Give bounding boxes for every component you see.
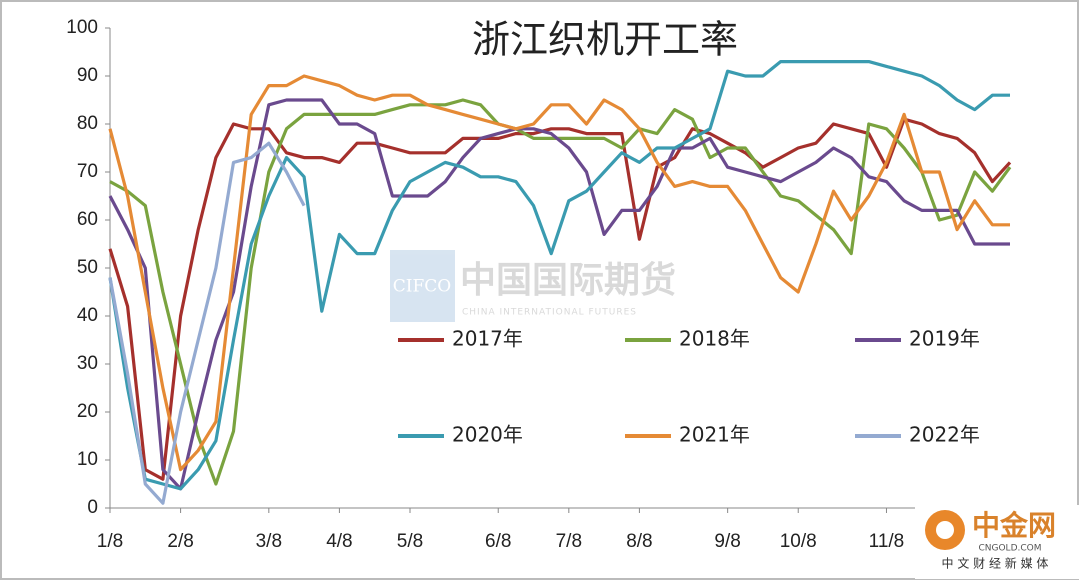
chart-title: 浙江织机开工率 — [472, 18, 738, 62]
y-tick-label: 50 — [77, 257, 98, 278]
plot: 0 10 20 30 40 50 60 70 80 90 100 1/8 2/8 3/8 4/8 5/8 6/8… — [66, 17, 1012, 552]
y-tick-label: 90 — [77, 65, 98, 86]
y-tick-label: 20 — [77, 401, 98, 422]
legend-label: 2017年 — [452, 327, 523, 351]
series-line — [108, 141, 306, 505]
y-tick-label: 80 — [77, 113, 98, 134]
x-tick-label: 6/8 — [485, 531, 511, 552]
y-tick-label: 40 — [77, 305, 98, 326]
y-tick-label: 0 — [87, 497, 98, 518]
y-tick-label: 10 — [77, 449, 98, 470]
legend-item: 2018年 — [625, 327, 750, 351]
y-tick-label: 100 — [66, 17, 98, 38]
site-logo: 中金网 CNGOLD.COM 中 文 财 经 新 媒 体 — [915, 505, 1080, 579]
x-tick-label: 11/8 — [869, 531, 905, 552]
watermark-logo: CIFCO — [393, 277, 451, 297]
x-tick-label: 2/8 — [167, 531, 193, 552]
legend-item: 2020年 — [398, 423, 523, 447]
legend-label: 2019年 — [909, 327, 980, 351]
series-line — [108, 98, 1010, 491]
y-tick-label: 70 — [77, 161, 98, 182]
legend-item: 2021年 — [625, 423, 750, 447]
legend-label: 2020年 — [452, 423, 523, 447]
x-tick-label: 5/8 — [397, 531, 423, 552]
series-line — [108, 60, 1010, 491]
logo-url: CNGOLD.COM — [978, 544, 1041, 554]
legend-item: 2019年 — [855, 327, 980, 351]
series-line — [108, 74, 1010, 472]
legend-label: 2018年 — [679, 327, 750, 351]
x-tick-label: 10/8 — [780, 531, 817, 552]
logo-slogan: 中 文 财 经 新 媒 体 — [942, 556, 1049, 571]
x-tick-label: 4/8 — [326, 531, 352, 552]
legend-label: 2021年 — [679, 423, 750, 447]
x-tick-label: 8/8 — [626, 531, 652, 552]
series-line — [108, 117, 1012, 481]
logo-name: 中金网 — [972, 509, 1056, 542]
legend-label: 2022年 — [909, 423, 980, 447]
legend-item: 2017年 — [398, 327, 523, 351]
x-tick-label: 1/8 — [97, 531, 123, 552]
watermark: CIFCO 中国国际期货 CHINA INTERNATIONAL FUTURES — [390, 250, 676, 322]
watermark-box — [390, 250, 455, 322]
y-tick-label: 60 — [77, 209, 98, 230]
legend-item: 2022年 — [855, 423, 980, 447]
watermark-name: 中国国际期货 — [460, 260, 676, 301]
y-tick-label: 30 — [77, 353, 98, 374]
x-tick-label: 3/8 — [256, 531, 282, 552]
watermark-subtitle: CHINA INTERNATIONAL FUTURES — [462, 308, 637, 318]
x-tick-label: 9/8 — [714, 531, 740, 552]
logo-icon-inner — [936, 521, 954, 539]
x-tick-label: 7/8 — [556, 531, 582, 552]
